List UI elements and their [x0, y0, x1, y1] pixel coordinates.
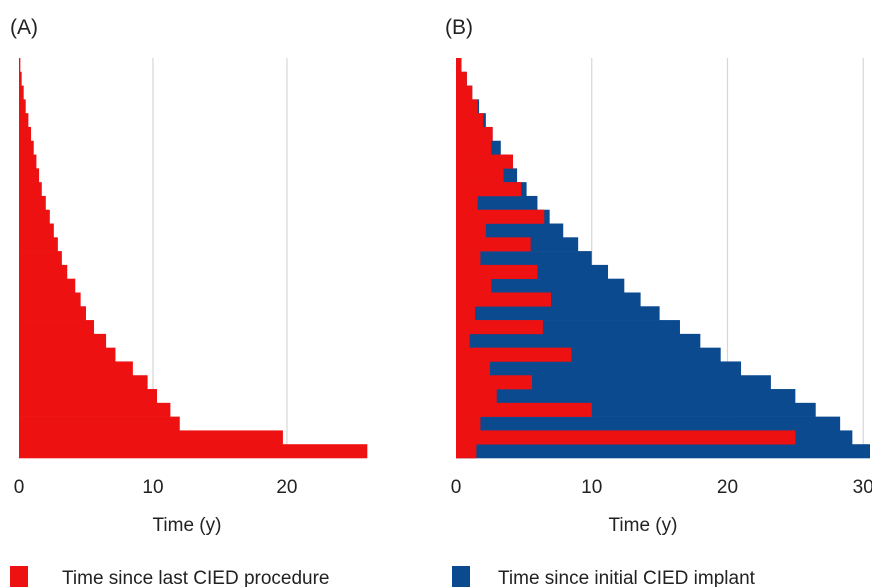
bar-b-s1-19	[456, 182, 522, 197]
bar-a-s0-12	[19, 278, 76, 293]
bar-a-s0-7	[19, 347, 116, 362]
bar-b-s1-27	[456, 71, 467, 86]
x-tick-label-a-10: 10	[142, 477, 163, 498]
panel-b-x-axis-title: Time (y)	[609, 515, 678, 536]
bar-a-s0-13	[19, 264, 68, 279]
bar-a-s0-24	[19, 113, 29, 128]
legend-swatch-last-procedure	[10, 566, 28, 587]
bar-b-s0-0	[456, 444, 870, 459]
panel-a-label: (A)	[10, 16, 38, 39]
bar-a-s0-3	[19, 402, 171, 417]
x-tick-label-a-0: 0	[14, 477, 25, 498]
bar-b-s1-8	[456, 333, 470, 348]
bar-b-s1-28	[456, 58, 462, 73]
panel-a-x-axis-title: Time (y)	[153, 515, 222, 536]
panel-b-label: (B)	[445, 16, 473, 39]
bar-a-s0-14	[19, 251, 62, 266]
bar-b-s1-2	[456, 416, 481, 431]
bar-a-s0-19	[19, 182, 42, 197]
bar-a-s0-8	[19, 333, 107, 348]
bar-b-s1-21	[456, 154, 514, 169]
bar-b-s1-14	[456, 251, 481, 266]
bar-a-s0-22	[19, 140, 34, 155]
bar-b-s1-26	[456, 85, 473, 100]
bar-a-s0-27	[19, 71, 22, 86]
bar-a-s0-18	[19, 195, 46, 211]
bar-a-s0-10	[19, 306, 86, 321]
bar-a-s0-6	[19, 361, 133, 376]
legend: Time since last CIED procedure Time sinc…	[10, 566, 756, 587]
x-tick-label-b-0: 0	[451, 477, 462, 498]
bar-a-s0-4	[19, 389, 157, 404]
x-tick-label-b-30: 30	[853, 477, 872, 498]
bar-a-s0-0	[19, 444, 368, 459]
bar-a-s0-26	[19, 85, 24, 100]
bar-b-s1-11	[456, 292, 552, 307]
bar-b-s0-6	[456, 361, 742, 376]
x-tick-label-a-20: 20	[276, 477, 297, 498]
bar-a-s0-20	[19, 168, 40, 183]
bar-b-s1-4	[456, 389, 497, 404]
bar-b-s1-1	[456, 430, 796, 445]
bar-b-s0-8	[456, 333, 701, 348]
bar-a-s0-11	[19, 292, 81, 307]
bar-a-s0-5	[19, 375, 148, 390]
bar-b-s1-3	[456, 402, 592, 417]
bar-a-s0-17	[19, 209, 50, 224]
bar-b-s1-5	[456, 375, 533, 390]
bar-b-s1-10	[456, 306, 476, 321]
legend-label-last-procedure: Time since last CIED procedure	[62, 568, 330, 587]
bar-b-s1-16	[456, 223, 486, 238]
panel-a: 0 10 20	[14, 58, 368, 498]
bar-b-s1-9	[456, 320, 543, 335]
bar-b-s1-22	[456, 140, 492, 155]
legend-swatch-initial-implant	[452, 566, 470, 587]
bar-b-s1-18	[456, 195, 478, 211]
bar-b-s0-5	[456, 375, 771, 390]
bar-b-s0-2	[456, 416, 841, 431]
bar-b-s1-0	[456, 444, 477, 459]
bar-a-s0-1	[19, 430, 283, 445]
bar-b-s1-12	[456, 278, 492, 293]
bar-a-s0-9	[19, 320, 95, 335]
bar-b-s0-4	[456, 389, 796, 404]
bar-a-s0-15	[19, 237, 58, 252]
bar-b-s0-14	[456, 251, 592, 266]
bar-a-s0-25	[19, 99, 26, 114]
bar-b-s1-25	[456, 99, 478, 114]
x-tick-label-b-20: 20	[717, 477, 738, 498]
bar-b-s1-20	[456, 168, 504, 183]
bar-b-s1-15	[456, 237, 531, 252]
bar-b-s1-17	[456, 209, 545, 224]
bar-b-s1-13	[456, 264, 538, 279]
panel-b: 0 10 20 30	[451, 58, 872, 498]
bar-b-s1-6	[456, 361, 490, 376]
legend-label-initial-implant: Time since initial CIED implant	[498, 568, 756, 587]
bar-a-s0-28	[19, 58, 21, 73]
bar-a-s0-23	[19, 126, 32, 142]
bar-a-s0-21	[19, 154, 37, 169]
x-tick-label-b-10: 10	[581, 477, 602, 498]
bar-b-s0-10	[456, 306, 660, 321]
bar-a-s0-16	[19, 223, 54, 238]
bar-b-s1-23	[456, 126, 493, 142]
bar-b-s1-24	[456, 113, 484, 128]
bar-a-s0-2	[19, 416, 180, 431]
bar-b-s0-12	[456, 278, 625, 293]
bar-b-s1-7	[456, 347, 572, 362]
